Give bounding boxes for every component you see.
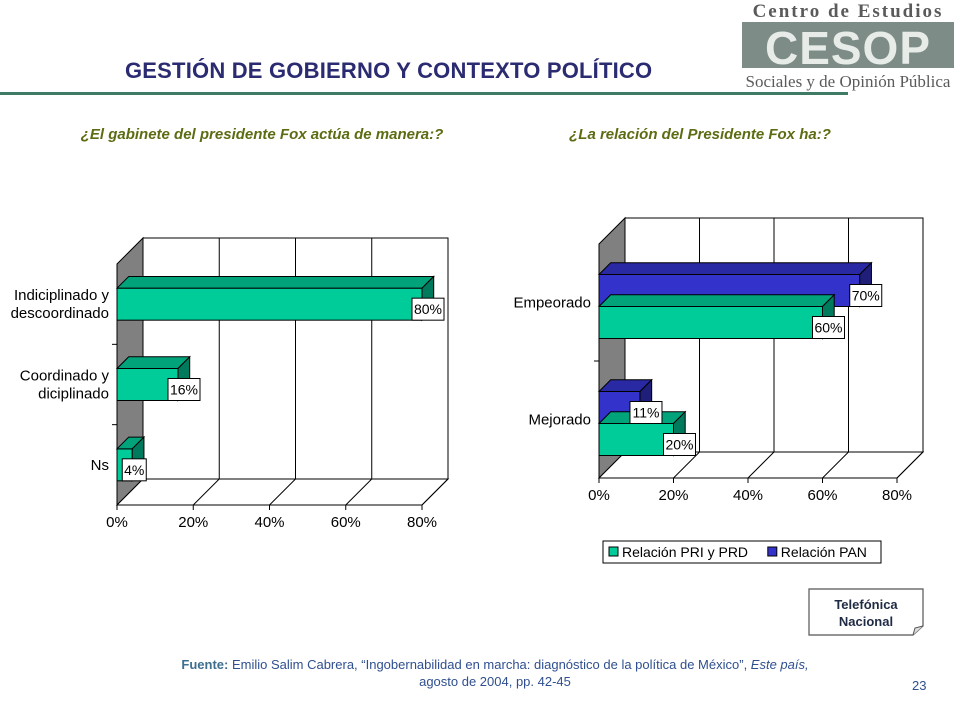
chart2-tick-label: 40% [733,487,763,504]
badge-line2: Nacional [838,614,894,629]
chart1-bar [115,275,435,322]
chart1-tick-label: 60% [331,514,361,531]
chart2-tick-label: 20% [658,487,688,504]
badge-line1: Telefónica [834,597,898,612]
chart2-legend-label: Relación PAN [781,544,867,560]
logo-mark: CESOP [765,22,931,74]
chart1-title: ¿El gabinete del presidente Fox actúa de… [80,126,444,143]
chart2-title: ¿La relación del Presidente Fox ha:? [569,126,831,143]
chart1-floor-gridline [345,478,373,506]
chart2-bar-top [597,294,836,307]
slide-title: GESTIÓN DE GOBIERNO Y CONTEXTO POLÍTICO [125,58,653,83]
chart1-data-label: 16% [170,382,198,398]
chart1-floor-gridline [421,478,449,506]
chart1-data-label: 80% [414,301,442,317]
chart1-data-label: 4% [124,462,144,478]
chart2-floor-gridline [822,451,849,479]
sample-badge-text: Telefónica Nacional [808,596,924,630]
chart2-category-label: Empeorado [513,295,591,312]
source-author: Emilio Salim Cabrera, [228,657,362,672]
sample-badge [808,588,924,636]
chart2-legend-label: Relación PRI y PRD [622,544,748,560]
logo-bottom-text: Sociales y de Opinión Pública [746,72,951,91]
source-article: “Ingobernabilidad en marcha: diagnóstico… [361,657,751,672]
chart2-tick-label: 80% [882,487,912,504]
chart2-bar-front [598,306,823,339]
chart2-legend-swatch [767,546,778,557]
chart2-data-label: 20% [665,437,693,453]
chart1-category-label: Indiciplinado y descoordinado [11,287,110,322]
chart2-floor-gridline [896,451,924,479]
chart2-data-label-box [849,284,883,307]
cesop-logo: Centro de Estudios CESOP Sociales y de O… [742,1,954,91]
chart2-category-label: Mejorado [528,412,591,429]
chart2-bar [597,293,836,340]
chart1-data-label-box [121,458,147,482]
chart2-floor-gridline [747,451,775,479]
source-details: agosto de 2004, pp. 42-45 [419,674,571,689]
chart1-data-label-box [167,378,201,401]
chart2-data-label: 11% [632,405,659,421]
chart2-legend [602,540,882,564]
chart1-category-label: Ns [91,457,109,474]
chart2-data-label: 70% [852,288,880,304]
chart1-tick-label: 40% [254,514,284,531]
source-publication: Este país, [750,657,809,672]
chart2-bar-top [597,262,873,275]
chart1-tick-label: 80% [407,514,437,531]
chart2-data-label: 60% [814,320,842,336]
chart1-tick-label: 0% [106,514,128,531]
chart1-category-label: Coordinado y diciplinado [20,368,110,403]
chart2-tick-label: 60% [807,487,837,504]
chart1-tick-label: 20% [178,514,208,531]
chart2-legend-swatch [608,546,619,557]
chart2-data-label-box [629,401,663,424]
chart2-floor-gridline [673,451,700,479]
chart2-bar-front [598,423,674,456]
chart2-data-label-box [812,316,845,339]
page-number: 23 [912,678,927,693]
chart2-data-label-box [663,433,696,456]
chart1-floor-gridline [192,478,220,506]
source-label: Fuente: [181,657,229,672]
chart1-floor-gridline [269,478,296,506]
chart1-data-label-box [411,297,445,321]
logo-top-text: Centro de Estudios [753,1,944,22]
chart2-tick-label: 0% [588,487,610,504]
source-note: Fuente: Emilio Salim Cabrera, “Ingoberna… [80,656,910,690]
title-divider [0,92,848,95]
